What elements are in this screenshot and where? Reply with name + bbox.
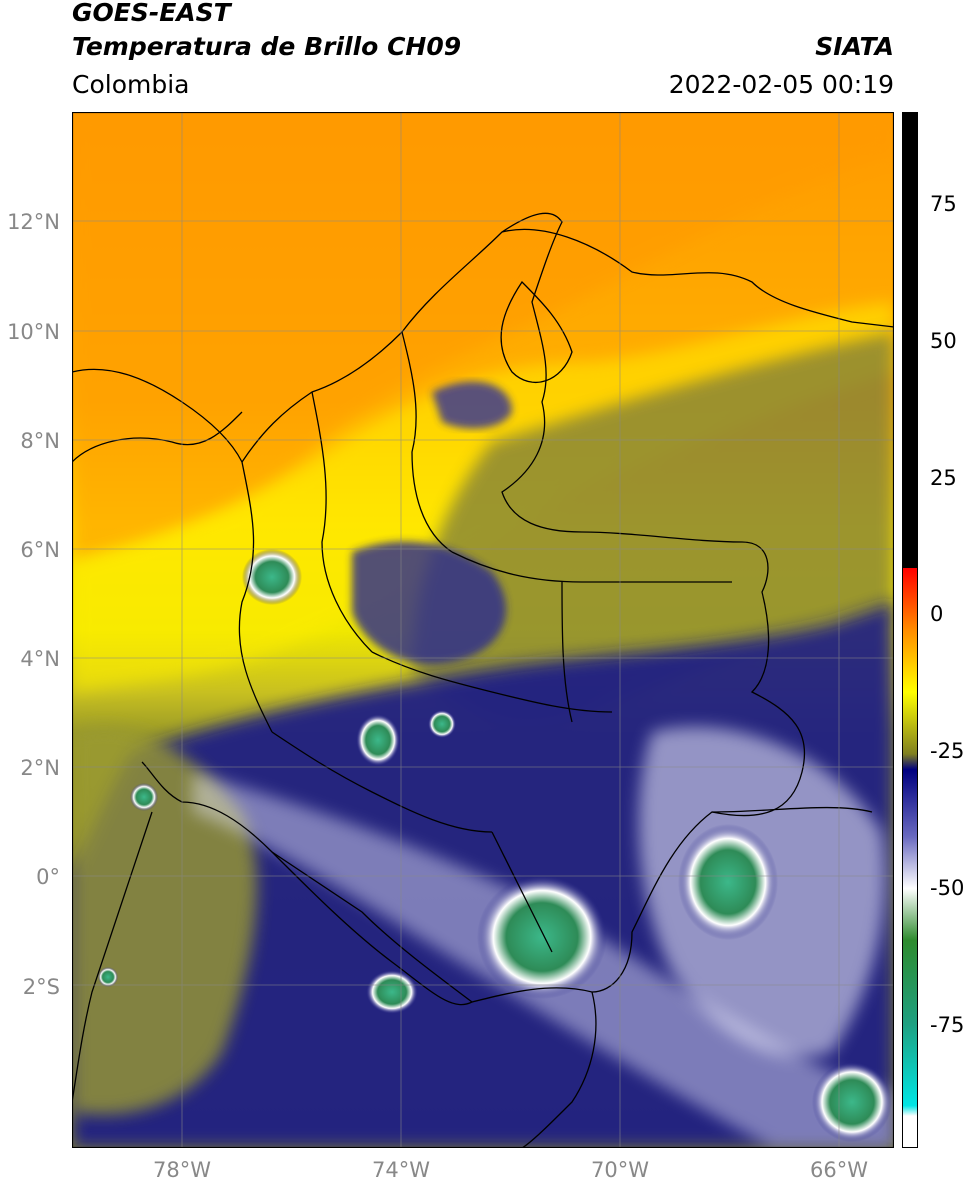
ecuador-peru-border (271, 851, 473, 1006)
lon-label-74w: 74°W (372, 1158, 430, 1182)
colorbar-tick-50: 50 (930, 329, 957, 353)
dept-line-6 (561, 581, 573, 723)
storm-core-small (428, 710, 456, 738)
olive-coast (72, 726, 257, 1115)
dept-line-5 (451, 551, 732, 583)
country-borders (72, 212, 894, 1148)
storm-core-se (812, 1062, 892, 1142)
dept-line-2 (311, 391, 373, 653)
lon-label-70w: 70°W (591, 1158, 649, 1182)
map-frame (72, 112, 894, 1148)
storm-core-central (477, 875, 607, 999)
storm-core-andes (356, 714, 400, 766)
storm-core-east (678, 824, 778, 940)
lat-label-2n: 2°N (20, 756, 60, 780)
lon-label-66w: 66°W (810, 1158, 868, 1182)
lat-label-8n: 8°N (20, 429, 60, 453)
colombia-border (72, 212, 806, 1003)
venezuela-coast (501, 228, 894, 328)
maracaibo-lake (500, 280, 573, 383)
storm-core-coast (130, 783, 158, 811)
cloud-patch-andes (352, 541, 507, 664)
storm-core-west (242, 549, 302, 605)
title-line2: Temperatura de Brillo CH09 (72, 32, 462, 61)
panama-coast (72, 411, 243, 463)
satellite-map (72, 112, 894, 1148)
warm-zone (72, 112, 894, 562)
source-label: SIATA (815, 32, 894, 61)
region-label: Colombia (72, 70, 190, 99)
storm-core-pacific (98, 967, 118, 987)
gridlines (72, 112, 894, 1148)
colorbar-tick-minus25: -25 (930, 739, 965, 763)
cloud-patch-north (432, 381, 512, 429)
ecuador-coast (72, 811, 153, 1103)
lon-label-78w: 78°W (153, 1158, 211, 1182)
olive-zone (412, 332, 894, 725)
title-line1: GOES-EAST (72, 0, 231, 27)
lat-label-6n: 6°N (20, 538, 60, 562)
colorbar-tick-minus50: -50 (930, 876, 965, 900)
colorbar-tick-minus75: -75 (930, 1013, 965, 1037)
satellite-map-image (72, 112, 894, 1148)
storm-core-south (366, 970, 418, 1014)
brazil-venezuela-border (711, 806, 873, 813)
colorbar-tick-75: 75 (930, 192, 957, 216)
dept-line-4 (401, 331, 453, 553)
dept-line-8 (491, 831, 553, 953)
dept-line-3 (371, 651, 613, 713)
lat-label-10n: 10°N (7, 320, 60, 344)
lat-label-4n: 4°N (20, 647, 60, 671)
timestamp-label: 2022-02-05 00:19 (668, 70, 894, 99)
colorbar-tick-25: 25 (930, 466, 957, 490)
dept-line-1 (238, 461, 273, 733)
dept-line-7 (271, 731, 493, 833)
colorbar (902, 112, 918, 1148)
lat-label-2s: 2°S (22, 975, 60, 999)
peru-brazil-border (521, 991, 597, 1148)
lat-label-0: 0° (36, 865, 60, 889)
colorbar-tick-0: 0 (930, 602, 944, 626)
lat-label-12n: 12°N (7, 210, 60, 234)
